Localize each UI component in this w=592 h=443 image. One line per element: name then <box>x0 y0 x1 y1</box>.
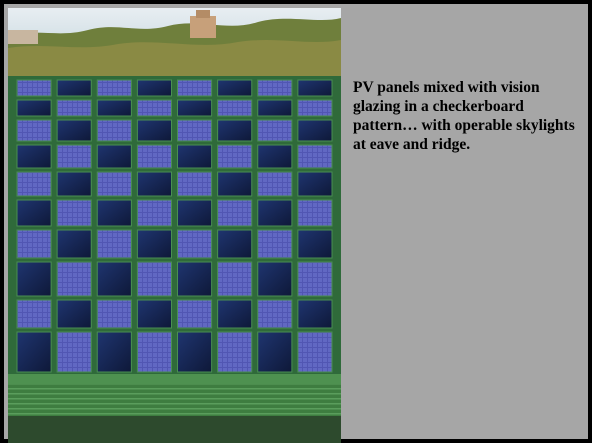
pv-panel <box>257 119 293 142</box>
pv-panel <box>217 144 253 169</box>
pv-panel <box>136 261 172 297</box>
pv-panel <box>257 79 293 97</box>
pv-panel <box>297 99 333 117</box>
pv-panel <box>56 99 92 117</box>
pv-panel <box>16 119 52 142</box>
vision-glazing-pane <box>96 199 132 227</box>
pv-panel <box>136 99 172 117</box>
vision-glazing-pane <box>136 229 172 259</box>
vision-glazing-pane <box>56 229 92 259</box>
pv-panel <box>177 119 213 142</box>
pv-panel <box>16 229 52 259</box>
pv-panel <box>16 171 52 197</box>
ground-shadow <box>8 416 341 443</box>
vision-glazing-pane <box>177 331 213 373</box>
vision-glazing-pane <box>56 79 92 97</box>
vision-glazing-pane <box>297 79 333 97</box>
vision-glazing-pane <box>136 79 172 97</box>
left-building <box>8 30 38 44</box>
vision-glazing-pane <box>56 299 92 329</box>
vision-glazing-pane <box>177 261 213 297</box>
photo-illustration <box>8 8 341 443</box>
slide-caption: PV panels mixed with vision glazing in a… <box>353 78 583 154</box>
vision-glazing-pane <box>217 171 253 197</box>
vision-glazing-pane <box>96 261 132 297</box>
vision-glazing-pane <box>136 119 172 142</box>
pv-panel <box>177 299 213 329</box>
pv-panel <box>136 144 172 169</box>
pv-panel <box>16 299 52 329</box>
rooftop-photo <box>8 8 341 443</box>
vision-glazing-pane <box>96 331 132 373</box>
pv-panel <box>136 331 172 373</box>
vision-glazing-pane <box>217 229 253 259</box>
pv-panel <box>217 261 253 297</box>
pv-panel <box>56 144 92 169</box>
pv-panel <box>177 229 213 259</box>
hilltop-building <box>190 16 216 38</box>
vision-glazing-pane <box>96 99 132 117</box>
vision-glazing-pane <box>297 119 333 142</box>
vision-glazing-pane <box>297 299 333 329</box>
vision-glazing-pane <box>217 299 253 329</box>
panel-grid <box>16 79 333 373</box>
eave-gutter <box>8 374 341 384</box>
pv-panel <box>257 299 293 329</box>
pv-panel <box>96 79 132 97</box>
pv-panel <box>16 79 52 97</box>
pv-panel <box>56 331 92 373</box>
pv-panel <box>257 171 293 197</box>
pv-panel <box>96 229 132 259</box>
vision-glazing-pane <box>16 331 52 373</box>
pv-panel <box>96 299 132 329</box>
vision-glazing-pane <box>56 171 92 197</box>
vision-glazing-pane <box>217 119 253 142</box>
vision-glazing-pane <box>16 261 52 297</box>
pv-panel <box>297 261 333 297</box>
vision-glazing-pane <box>16 144 52 169</box>
pv-panel <box>297 331 333 373</box>
vision-glazing-pane <box>56 119 92 142</box>
building-tower <box>196 10 210 18</box>
vision-glazing-pane <box>177 144 213 169</box>
pv-panel <box>217 199 253 227</box>
pv-panel <box>297 199 333 227</box>
caption-text: PV panels mixed with vision glazing in a… <box>353 79 575 153</box>
pv-panel <box>177 79 213 97</box>
vision-glazing-pane <box>217 79 253 97</box>
pv-panel <box>96 171 132 197</box>
pv-panel <box>297 144 333 169</box>
pv-panel <box>136 199 172 227</box>
vision-glazing-pane <box>136 171 172 197</box>
pv-panel <box>96 119 132 142</box>
vision-glazing-pane <box>16 199 52 227</box>
lower-roof <box>8 384 341 418</box>
vision-glazing-pane <box>297 229 333 259</box>
pv-panel <box>217 99 253 117</box>
pv-panel <box>177 171 213 197</box>
vision-glazing-pane <box>257 331 293 373</box>
pv-panel <box>56 199 92 227</box>
vision-glazing-pane <box>257 99 293 117</box>
pv-panel <box>217 331 253 373</box>
vision-glazing-pane <box>257 144 293 169</box>
vision-glazing-pane <box>257 199 293 227</box>
vision-glazing-pane <box>177 99 213 117</box>
vision-glazing-pane <box>96 144 132 169</box>
pv-panel <box>56 261 92 297</box>
vision-glazing-pane <box>16 99 52 117</box>
vision-glazing-pane <box>136 299 172 329</box>
vision-glazing-pane <box>177 199 213 227</box>
vision-glazing-pane <box>297 171 333 197</box>
hillside-foliage <box>8 40 341 78</box>
vision-glazing-pane <box>257 261 293 297</box>
pv-panel <box>257 229 293 259</box>
